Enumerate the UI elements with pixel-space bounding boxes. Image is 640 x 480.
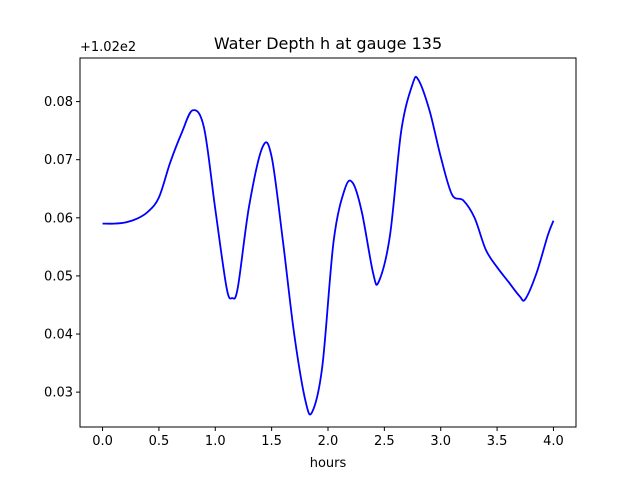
y-tick-label: 0.07 [44,153,73,168]
y-tick-label: 0.05 [44,269,73,284]
series-line-0 [102,75,555,416]
series-layer [102,75,555,416]
y-axis-ticks: 0.03 0.04 0.05 0.06 0.07 0.08 [44,95,80,401]
x-axis-ticks: 0.0 0.5 1.0 1.5 2.0 2.5 3.0 3.5 4.0 [92,427,564,449]
x-axis-label: hours [310,456,347,471]
x-tick-label: 2.5 [374,434,395,449]
y-tick-label: 0.03 [44,386,73,401]
x-tick-label: 3.5 [487,434,508,449]
x-tick-label: 1.5 [261,434,282,449]
x-tick-label: 2.0 [318,434,339,449]
chart-title: Water Depth h at gauge 135 [214,34,442,53]
x-tick-label: 1.0 [205,434,226,449]
x-tick-label: 4.0 [543,434,564,449]
x-tick-label: 0.0 [92,434,113,449]
x-tick-label: 0.5 [149,434,170,449]
y-tick-label: 0.06 [44,211,73,226]
plot-area [80,58,576,427]
x-tick-label: 3.0 [430,434,451,449]
y-axis-offset-label: +1.02e2 [80,40,136,55]
y-tick-label: 0.04 [44,328,73,343]
y-tick-label: 0.08 [44,95,73,110]
